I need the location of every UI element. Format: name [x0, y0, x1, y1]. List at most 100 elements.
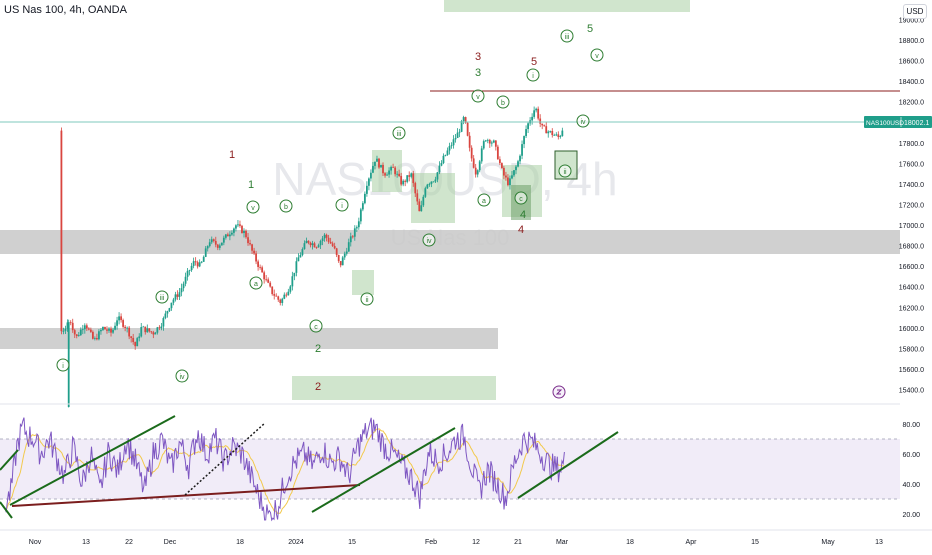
rsi-trendline-5 [517, 431, 619, 499]
candle-body [396, 173, 399, 175]
candle-body [325, 234, 328, 238]
circle-label-a: a [482, 198, 486, 205]
candle-body [386, 174, 388, 176]
price-tick-label: 15800.0 [899, 346, 924, 353]
candle-body [241, 225, 243, 234]
candle-body [404, 180, 407, 182]
candle-body [376, 158, 378, 162]
candle-body [60, 130, 63, 332]
time-tick-label: Apr [686, 539, 698, 546]
lightning-icon [555, 389, 563, 395]
rsi-trendline-6 [0, 501, 13, 519]
candle-body [130, 336, 133, 338]
candle-body [408, 175, 411, 177]
candle-body [124, 326, 127, 329]
zone-wave-ii [352, 270, 374, 295]
candle-body [178, 292, 181, 297]
candle-body [460, 121, 463, 132]
candle-body [525, 129, 527, 137]
price-tick-label: 19000.0 [899, 18, 924, 25]
wave-label-2: 2 [315, 381, 321, 393]
candle-body [239, 224, 241, 226]
price-tick-label: 18600.0 [899, 59, 924, 66]
price-tick-label: 15600.0 [899, 367, 924, 374]
currency-button[interactable]: USD [903, 4, 927, 19]
candle-body [345, 251, 348, 254]
candle-body [359, 209, 362, 222]
candle-body [319, 241, 322, 246]
candle-body [474, 167, 477, 175]
candle-body [200, 261, 203, 263]
candle-body [108, 328, 110, 331]
candle-body [559, 136, 562, 137]
time-tick-label: 18 [236, 539, 244, 546]
candle-body [112, 329, 114, 333]
candle-body [114, 325, 116, 330]
candle-body [83, 325, 86, 330]
circle-label-i: i [532, 73, 534, 80]
candle-body [353, 228, 356, 237]
candle-body [263, 272, 266, 280]
candle-body [555, 134, 558, 136]
circle-label-v: v [251, 205, 255, 212]
circle-label-a: a [254, 281, 258, 288]
candle-body [212, 239, 215, 241]
candle-body [91, 331, 94, 339]
circle-label-ring [175, 369, 189, 383]
candle-body [392, 166, 394, 168]
candle-body [422, 196, 425, 206]
candle-body [75, 334, 78, 337]
price-tick-label: 16400.0 [899, 285, 924, 292]
candle-body [507, 177, 509, 186]
candle-body [148, 328, 151, 332]
candle-body [470, 147, 473, 159]
candle-body [150, 331, 153, 333]
candle-body [293, 272, 296, 277]
candle-body [496, 146, 499, 160]
candle-body [341, 257, 344, 266]
candle-body [142, 326, 145, 328]
time-tick-label: 18 [626, 539, 634, 546]
candle-body [69, 322, 72, 324]
candle-body [297, 257, 300, 262]
candle-body [136, 338, 139, 347]
candle-body [380, 164, 382, 168]
candle-body [430, 181, 433, 184]
candle-body [521, 144, 523, 156]
candle-body [366, 185, 368, 194]
candle-body [122, 320, 125, 327]
broker: OANDA [87, 4, 127, 16]
candle-body [402, 180, 405, 185]
candle-body [218, 245, 221, 248]
candle-body [224, 234, 227, 238]
time-tick-label: 15 [348, 539, 356, 546]
time-tick-label: Feb [425, 539, 437, 546]
candle-body [331, 243, 334, 246]
candle-body [226, 234, 229, 237]
price-badge [864, 116, 932, 128]
candle-body [180, 288, 183, 293]
candle-body [309, 242, 312, 246]
circle-label-iii: iii [565, 34, 570, 41]
circle-label-ring [360, 292, 374, 306]
wave-label-2: 2 [315, 343, 321, 355]
circle-label-ring [477, 193, 491, 207]
candle-body [271, 286, 274, 295]
time-tick-label: Nov [29, 539, 42, 546]
candle-body [505, 175, 507, 178]
candle-body [196, 262, 199, 267]
candle-body [261, 267, 264, 273]
candle-body [442, 155, 445, 164]
zones-layer [0, 0, 900, 400]
candle-body [182, 283, 185, 289]
candle-body [273, 294, 276, 296]
wave-label-3: 3 [475, 51, 481, 63]
candle-body [428, 183, 431, 185]
candle-body [188, 270, 191, 271]
candle-body [118, 316, 120, 321]
candle-body [295, 261, 298, 273]
candle-body [89, 329, 92, 332]
circle-label-ring [335, 198, 349, 212]
